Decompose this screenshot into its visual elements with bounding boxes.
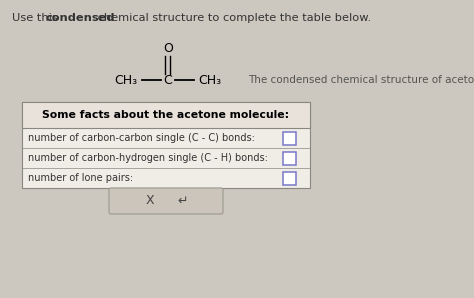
Text: Some facts about the acetone molecule:: Some facts about the acetone molecule: xyxy=(43,110,290,120)
Text: C: C xyxy=(164,74,173,86)
Text: ↵: ↵ xyxy=(177,195,188,207)
Text: number of lone pairs:: number of lone pairs: xyxy=(28,173,133,183)
FancyBboxPatch shape xyxy=(109,188,223,214)
Text: number of carbon-carbon single (C - C) bonds:: number of carbon-carbon single (C - C) b… xyxy=(28,133,255,143)
Bar xyxy=(283,151,297,164)
Text: The condensed chemical structure of acetone: The condensed chemical structure of acet… xyxy=(248,75,474,85)
Text: X: X xyxy=(145,195,154,207)
Text: CH₃: CH₃ xyxy=(199,74,221,86)
Text: condensed: condensed xyxy=(46,13,116,23)
Bar xyxy=(283,131,297,145)
Text: Use this: Use this xyxy=(12,13,61,23)
Text: O: O xyxy=(163,42,173,55)
Bar xyxy=(22,102,310,128)
Bar xyxy=(283,172,297,184)
Text: CH₃: CH₃ xyxy=(114,74,137,86)
Bar xyxy=(22,102,310,188)
Text: number of carbon-hydrogen single (C - H) bonds:: number of carbon-hydrogen single (C - H)… xyxy=(28,153,268,163)
Text: chemical structure to complete the table below.: chemical structure to complete the table… xyxy=(94,13,371,23)
